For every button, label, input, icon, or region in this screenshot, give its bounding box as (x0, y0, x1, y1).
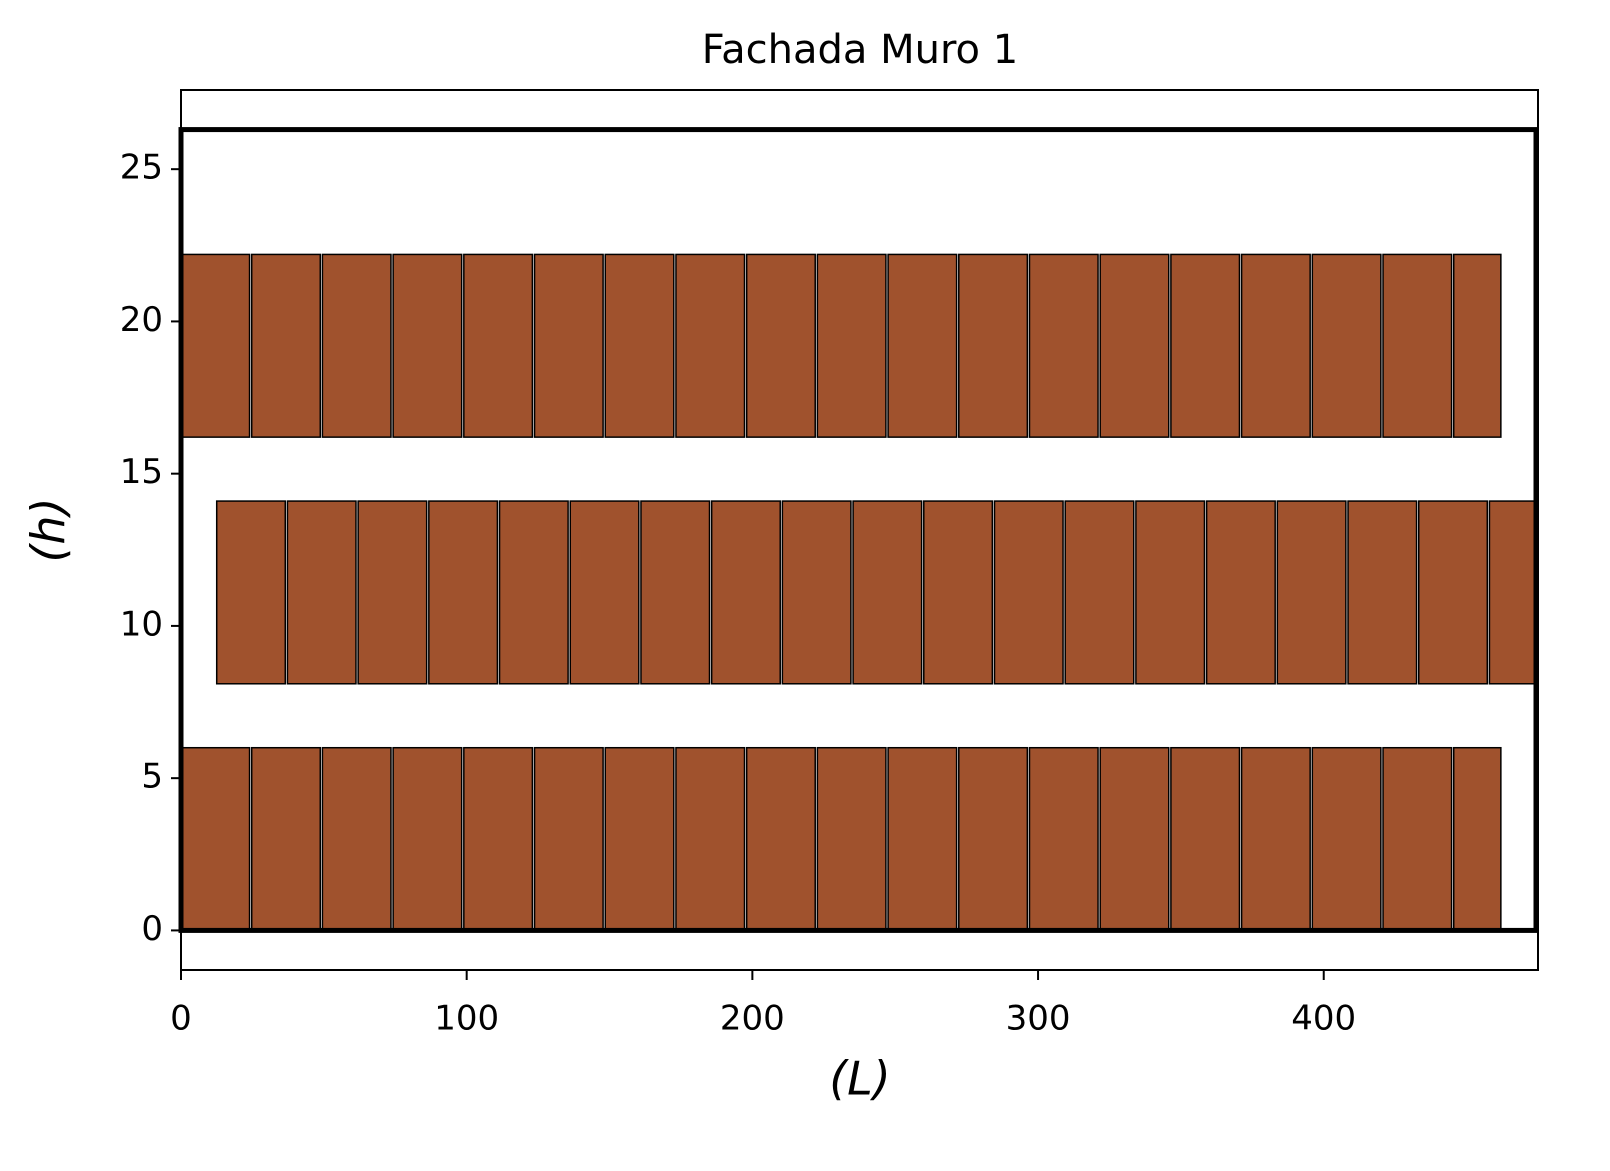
brick (1417, 500, 1489, 685)
brick (569, 500, 640, 685)
brick (958, 253, 1029, 438)
brick (1170, 746, 1241, 932)
brick (1347, 500, 1418, 685)
brick (463, 746, 534, 932)
chart-title: Fachada Muro 1 (702, 27, 1018, 73)
brick (1205, 500, 1276, 685)
y-tick-label: 10 (120, 604, 163, 644)
brick (604, 253, 675, 438)
brick (321, 253, 392, 438)
brick (392, 746, 463, 932)
brick (533, 746, 604, 932)
brick (816, 746, 887, 932)
plot-frame (180, 89, 1539, 971)
brick (1452, 746, 1502, 932)
brick (1311, 746, 1382, 932)
x-tick-label: 400 (1291, 999, 1356, 1039)
brick (887, 746, 958, 932)
brick (887, 253, 958, 438)
brick (1311, 253, 1382, 438)
brick (852, 500, 923, 685)
brick (428, 500, 499, 685)
brick (1028, 253, 1099, 438)
brick (357, 500, 428, 685)
brick (1240, 746, 1311, 932)
brick (180, 253, 251, 438)
y-tick-label: 25 (120, 148, 163, 188)
brick (286, 500, 357, 685)
x-tick-label: 100 (434, 999, 499, 1039)
x-tick-label: 200 (720, 999, 785, 1039)
brick (1028, 746, 1099, 932)
brick (675, 253, 746, 438)
brick (923, 500, 994, 685)
brick (781, 500, 852, 685)
brick (463, 253, 534, 438)
brick (958, 746, 1029, 932)
brick (1170, 253, 1241, 438)
brick (321, 746, 392, 932)
brick (604, 746, 675, 932)
brick (250, 253, 322, 438)
brick (816, 253, 887, 438)
brick (745, 746, 816, 932)
y-tick-label: 15 (120, 452, 163, 492)
y-axis-label: (h) (22, 497, 76, 562)
brick (1240, 253, 1311, 438)
brick (180, 746, 251, 932)
x-axis-label: (L) (829, 1052, 891, 1106)
x-tick-label: 300 (1006, 999, 1071, 1039)
brick (498, 500, 569, 685)
brick (533, 253, 604, 438)
x-tick-label: 0 (170, 999, 192, 1039)
y-tick-label: 5 (141, 757, 163, 797)
brick (1382, 253, 1453, 438)
brick (1099, 253, 1170, 438)
brick (675, 746, 746, 932)
brick (392, 253, 463, 438)
y-tick-label: 20 (120, 300, 163, 340)
brick (1488, 500, 1537, 685)
brick (745, 253, 816, 438)
brick (1382, 746, 1453, 932)
brick (640, 500, 711, 685)
brick (215, 500, 287, 685)
brick (710, 500, 781, 685)
brick (1135, 500, 1206, 685)
brick (993, 500, 1064, 685)
brick (1452, 253, 1502, 438)
y-tick-label: 0 (141, 909, 163, 949)
brick (1064, 500, 1135, 685)
brick (250, 746, 322, 932)
brick (1276, 500, 1347, 685)
brick (1099, 746, 1170, 932)
